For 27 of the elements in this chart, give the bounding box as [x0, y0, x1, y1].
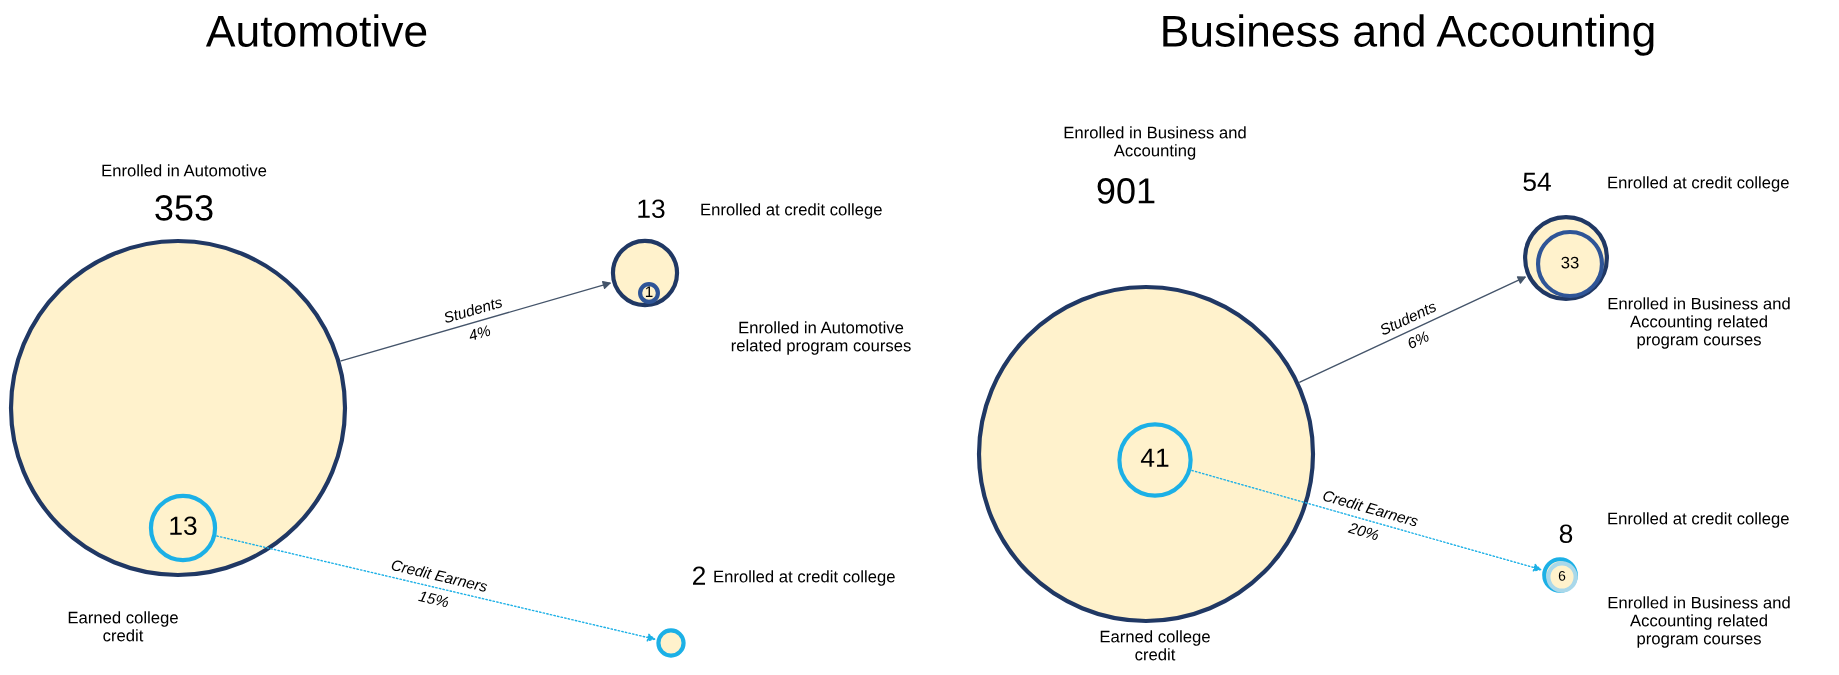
data-label: 901 [1097, 178, 1155, 204]
category-label: Enrolled in Business and Accounting related program courses [1608, 297, 1790, 349]
data-label: 1 [645, 286, 653, 297]
category-label: Enrolled at credit college [701, 203, 882, 219]
category-label: Earned college credit [1100, 630, 1210, 661]
data-label: 33 [1561, 256, 1579, 269]
category-label: Enrolled in Business and Accounting [1064, 126, 1246, 160]
text: 4% [467, 324, 492, 342]
data-label: 13 [638, 199, 665, 219]
text: Business and Accounting [1163, 14, 1654, 56]
text: 15% [418, 590, 450, 608]
category-label: Enrolled in Automotive [102, 164, 267, 177]
data-label: 8 [1559, 524, 1573, 544]
text: Automotive [205, 14, 427, 47]
category-label: Enrolled in Automotive related program courses [731, 321, 911, 355]
data-label: 2 [692, 566, 706, 585]
category-label: Enrolled at credit college [1608, 512, 1789, 528]
category-label: Earned college credit [68, 611, 178, 642]
category-label: Enrolled in Business and Accounting related program courses [1608, 596, 1790, 648]
data-label: 13 [170, 516, 197, 536]
data-label: 6 [1558, 570, 1566, 581]
data-label: 41 [1140, 448, 1169, 467]
category-label: Enrolled at credit college [714, 570, 895, 586]
category-label: Enrolled at credit college [1608, 176, 1789, 192]
data-label: 353 [155, 195, 213, 221]
text: Students [442, 296, 504, 324]
data-label: 54 [1523, 172, 1551, 192]
